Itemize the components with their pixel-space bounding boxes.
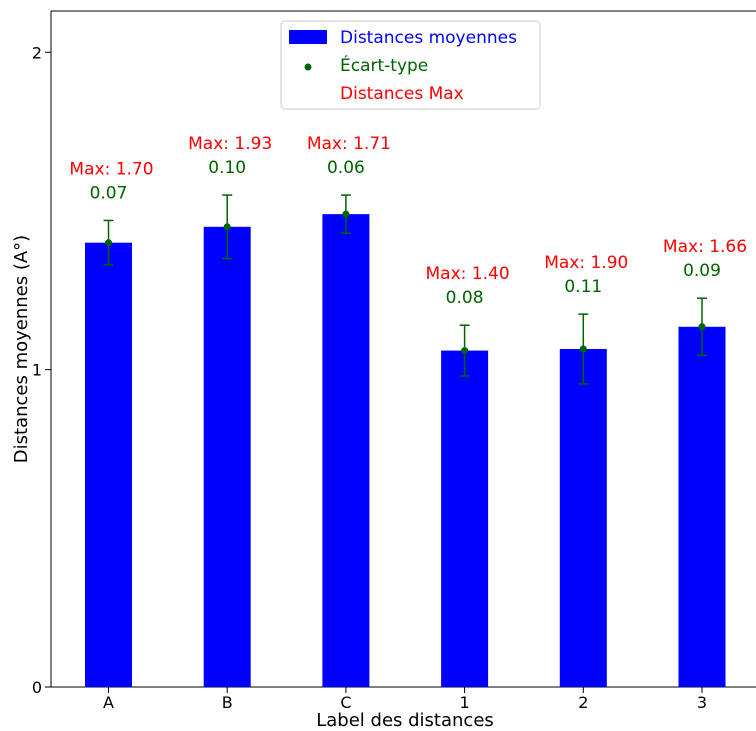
std-label-A: 0.07 [90, 183, 128, 203]
mean-point-C [342, 210, 350, 218]
legend-swatch-bar [289, 30, 327, 44]
x-tick-label-C: C [340, 693, 351, 712]
std-label-1: 0.08 [446, 288, 484, 308]
legend: Distances moyennes Écart-type Distances Ma… [280, 20, 541, 110]
std-label-B: 0.10 [208, 158, 246, 178]
x-tick-label-A: A [103, 693, 114, 712]
legend-box [280, 20, 541, 110]
data-labels: 0.07 Max: 1.70 0.10 Max: 1.93 0.06 Max: 1.71 0… [69, 134, 747, 308]
x-tick-label-B: B [222, 693, 233, 712]
mean-point-1 [461, 347, 469, 355]
mean-point-B [223, 223, 231, 231]
max-label-3: Max: 1.66 [663, 237, 747, 257]
bars [85, 214, 726, 688]
x-axis-label: Label des distances [316, 710, 494, 731]
legend-entry-label: Distances moyennes [340, 28, 517, 48]
std-label-2: 0.11 [564, 277, 602, 297]
axes: 0 1 2 A B C 1 2 3 Label des distances Distances mo… [11, 10, 756, 731]
y-axis-label: Distances moyennes (A°) [11, 235, 32, 463]
std-label-3: 0.09 [683, 261, 721, 281]
max-label-A: Max: 1.70 [69, 159, 153, 179]
y-tick-label: 2 [32, 43, 42, 62]
x-tick-label-3: 3 [697, 693, 707, 712]
max-label-2: Max: 1.90 [544, 253, 628, 273]
bar-2 [559, 349, 607, 687]
bar-3 [678, 326, 726, 687]
bar-B [203, 226, 251, 688]
error-bars [103, 194, 707, 385]
x-tick-label-2: 2 [578, 693, 588, 712]
max-label-C: Max: 1.71 [307, 134, 391, 154]
legend-entry-label: Écart-type [340, 54, 428, 76]
bar-A [85, 242, 132, 687]
bar-1 [441, 350, 489, 687]
legend-entry-label: Distances Max [340, 84, 464, 104]
bar-C [322, 214, 370, 687]
x-tick-label-1: 1 [460, 693, 470, 712]
mean-point-3 [698, 323, 706, 331]
mean-point-A [105, 239, 112, 247]
max-label-B: Max: 1.93 [188, 134, 272, 154]
max-label-1: Max: 1.40 [426, 264, 510, 284]
y-tick-label: 0 [32, 678, 42, 697]
legend-swatch-dot [304, 63, 312, 71]
y-tick-label: 1 [32, 361, 42, 380]
std-label-C: 0.06 [327, 158, 365, 178]
mean-point-2 [579, 345, 587, 353]
